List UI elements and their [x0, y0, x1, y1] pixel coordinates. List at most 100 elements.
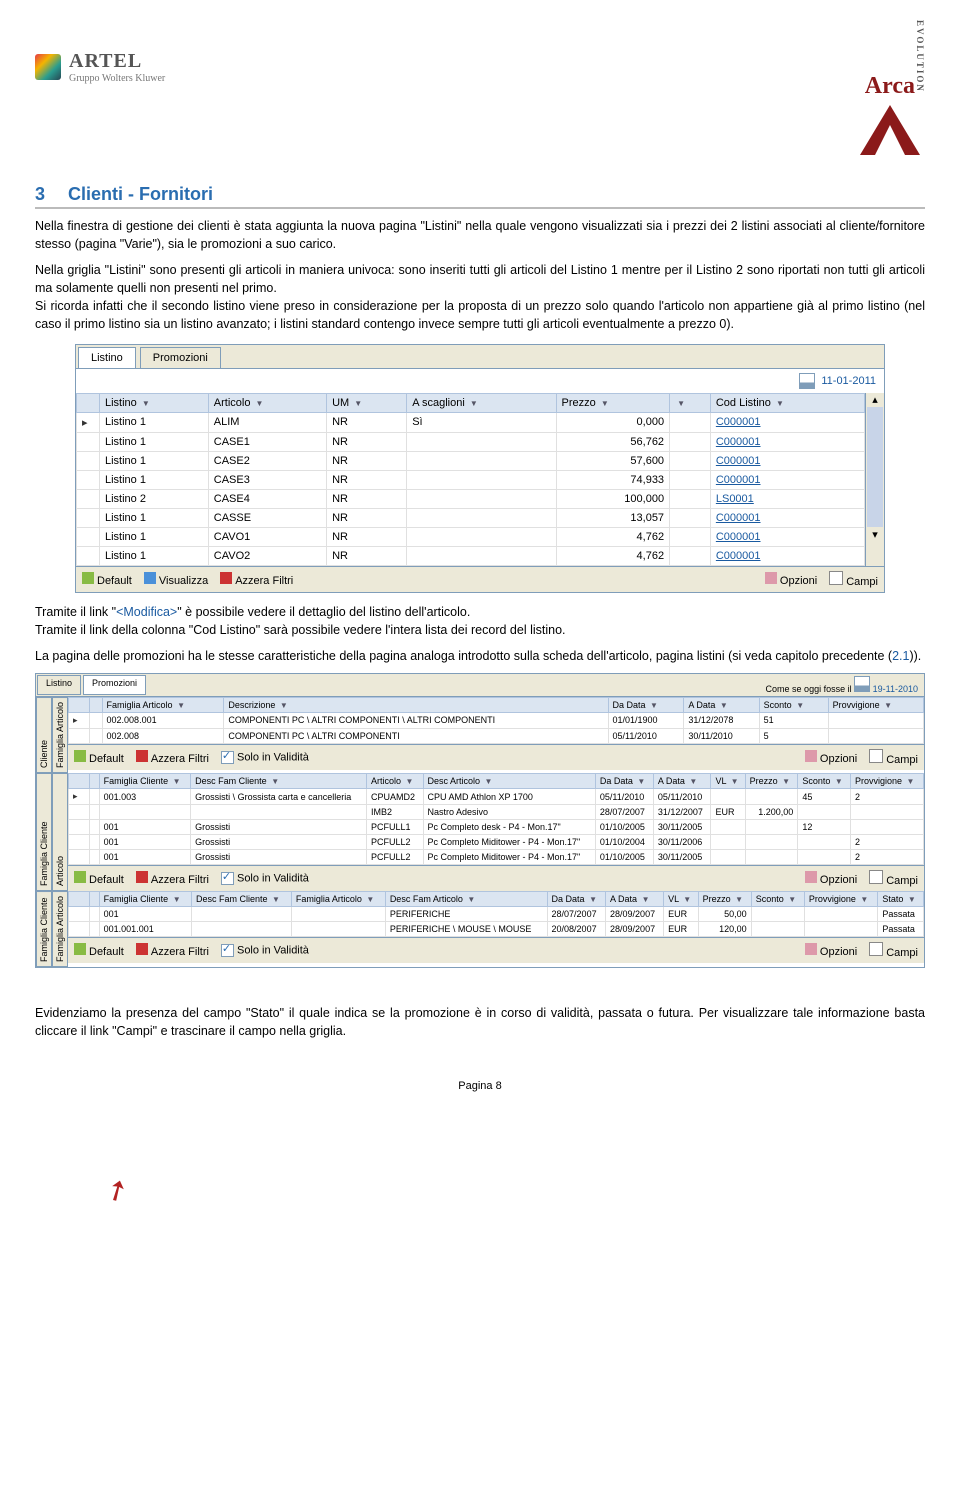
col-header[interactable]: ▼ [670, 393, 711, 412]
table-row[interactable]: 001GrossistiPCFULL2Pc Completo Miditower… [69, 835, 924, 850]
col-header[interactable]: Provvigione ▼ [804, 892, 878, 907]
table-row[interactable]: 002.008COMPONENTI PC \ ALTRI COMPONENTI0… [69, 728, 924, 743]
section-vlabel: Cliente [36, 697, 52, 773]
table-row[interactable]: Listino 1CAVO1NR4,762C000001 [77, 527, 865, 546]
col-header[interactable]: Prezzo ▼ [698, 892, 751, 907]
solo-check[interactable]: Solo in Validità [221, 751, 309, 764]
col-header[interactable]: Famiglia Articolo ▼ [291, 892, 385, 907]
table-row[interactable]: 001GrossistiPCFULL2Pc Completo Miditower… [69, 850, 924, 865]
date-value[interactable]: 11-01-2011 [821, 375, 876, 387]
artel-name: ARTEL [69, 50, 165, 73]
col-header[interactable]: Famiglia Cliente ▼ [99, 774, 191, 789]
default-button[interactable]: Default [74, 943, 124, 958]
tab-promozioni-2[interactable]: Promozioni [83, 675, 146, 695]
table-row[interactable]: ▸Listino 1ALIMNRSì0,000C000001 [77, 412, 865, 432]
col-header[interactable]: Sconto ▼ [751, 892, 804, 907]
default-button[interactable]: Default [82, 572, 132, 587]
table-row[interactable]: Listino 1CASE3NR74,933C000001 [77, 470, 865, 489]
table-row[interactable]: 001PERIFERICHE28/07/200728/09/2007EUR50,… [69, 907, 924, 922]
section-heading: 3 Clienti - Fornitori [35, 184, 925, 205]
col-header[interactable]: Famiglia Articolo ▼ [102, 697, 224, 712]
campi-button[interactable]: Campi [869, 870, 918, 887]
codlistino-link[interactable]: C000001 [716, 512, 761, 524]
col-header[interactable]: UM ▼ [327, 393, 407, 412]
solo-check[interactable]: Solo in Validità [221, 944, 309, 957]
codlistino-link[interactable]: C000001 [716, 455, 761, 467]
tab-listino-2[interactable]: Listino [37, 675, 81, 695]
table-row[interactable]: Listino 1CAVO2NR4,762C000001 [77, 546, 865, 565]
solo-check[interactable]: Solo in Validità [221, 872, 309, 885]
col-header[interactable]: Prezzo ▼ [556, 393, 670, 412]
table-row[interactable]: Listino 1CASE1NR56,762C000001 [77, 432, 865, 451]
azzera-button[interactable]: Azzera Filtri [220, 572, 293, 587]
tab-promozioni[interactable]: Promozioni [140, 347, 221, 368]
col-header[interactable] [90, 774, 100, 789]
stato-cell: Passata [878, 907, 924, 922]
col-header[interactable]: Provvigione ▼ [828, 697, 923, 712]
col-header[interactable]: Desc Fam Articolo ▼ [385, 892, 547, 907]
codlistino-link[interactable]: C000001 [716, 416, 761, 428]
codlistino-link[interactable]: C000001 [716, 436, 761, 448]
col-header[interactable]: Listino ▼ [100, 393, 209, 412]
azzera-button[interactable]: Azzera Filtri [136, 943, 209, 958]
visualizza-button[interactable]: Visualizza [144, 572, 208, 587]
campi-button[interactable]: Campi [869, 942, 918, 959]
default-button[interactable]: Default [74, 871, 124, 886]
calendar-icon[interactable] [799, 373, 815, 389]
scrollbar[interactable]: ▴ ▾ [865, 393, 884, 566]
col-header[interactable]: Desc Fam Cliente ▼ [191, 774, 367, 789]
codlistino-link[interactable]: C000001 [716, 550, 761, 562]
col-header[interactable]: Cod Listino ▼ [710, 393, 864, 412]
table-row[interactable]: 001GrossistiPCFULL1Pc Completo desk - P4… [69, 820, 924, 835]
col-header[interactable]: VL ▼ [711, 774, 745, 789]
col-header[interactable] [90, 697, 103, 712]
col-header[interactable]: VL ▼ [664, 892, 698, 907]
opzioni-button[interactable]: Opzioni [765, 572, 817, 587]
table-row[interactable]: Listino 1CASE2NR57,600C000001 [77, 451, 865, 470]
col-header[interactable]: Desc Fam Cliente ▼ [192, 892, 292, 907]
tab-listino[interactable]: Listino [78, 347, 136, 368]
col-header[interactable]: Descrizione ▼ [224, 697, 608, 712]
col-header[interactable] [90, 892, 100, 907]
arca-logo: ArcaEVOLUTION [855, 20, 925, 164]
section-toolbar: DefaultAzzera Filtri Solo in ValiditàOpz… [68, 744, 924, 770]
campi-button[interactable]: Campi [869, 749, 918, 766]
promo-grid: Famiglia Articolo ▼Descrizione ▼Da Data … [68, 697, 924, 744]
calendar-icon[interactable] [854, 676, 870, 692]
default-button[interactable]: Default [74, 750, 124, 765]
table-row[interactable]: 001.001.001PERIFERICHE \ MOUSE \ MOUSE20… [69, 922, 924, 937]
opzioni-button[interactable]: Opzioni [805, 943, 857, 958]
opzioni-button[interactable]: Opzioni [805, 871, 857, 886]
col-header[interactable]: Sconto ▼ [759, 697, 828, 712]
para1: Nella finestra di gestione dei clienti è… [35, 217, 925, 253]
col-stato[interactable]: Stato ▼ [878, 892, 924, 907]
col-header[interactable]: Da Data ▼ [608, 697, 684, 712]
col-header[interactable]: Da Data ▼ [595, 774, 653, 789]
section-vlabel: Famiglia Cliente [36, 891, 52, 967]
codlistino-link[interactable]: C000001 [716, 474, 761, 486]
table-row[interactable]: Listino 2CASE4NR100,000LS0001 [77, 489, 865, 508]
section-vlabel: Famiglia Articolo [52, 891, 68, 967]
campi-button[interactable]: Campi [829, 571, 878, 588]
codlistino-link[interactable]: C000001 [716, 531, 761, 543]
col-header[interactable]: Articolo ▼ [208, 393, 326, 412]
azzera-button[interactable]: Azzera Filtri [136, 871, 209, 886]
table-row[interactable]: ▸002.008.001COMPONENTI PC \ ALTRI COMPON… [69, 712, 924, 728]
azzera-button[interactable]: Azzera Filtri [136, 750, 209, 765]
artel-logo: ARTEL Gruppo Wolters Kluwer [35, 50, 165, 84]
col-header[interactable]: Desc Articolo ▼ [423, 774, 595, 789]
table-row[interactable]: Listino 1CASSENR13,057C000001 [77, 508, 865, 527]
col-header[interactable]: A Data ▼ [684, 697, 759, 712]
tabs: Listino Promozioni [76, 345, 884, 369]
col-header[interactable]: A Data ▼ [653, 774, 711, 789]
stato-cell: Passata [878, 922, 924, 937]
codlistino-link[interactable]: LS0001 [716, 493, 754, 505]
col-header[interactable]: A scaglioni ▼ [407, 393, 556, 412]
col-header[interactable]: Provvigione ▼ [851, 774, 924, 789]
col-header[interactable]: Famiglia Cliente ▼ [99, 892, 191, 907]
listino-panel: Listino Promozioni 11-01-2011 Listino ▼A… [75, 344, 885, 593]
col-header[interactable]: Articolo ▼ [367, 774, 423, 789]
header-logos: ARTEL Gruppo Wolters Kluwer ArcaEVOLUTIO… [35, 20, 925, 164]
para6: La pagina delle promozioni ha le stesse … [35, 647, 925, 665]
para7: Evidenziamo la presenza del campo "Stato… [35, 1004, 925, 1040]
